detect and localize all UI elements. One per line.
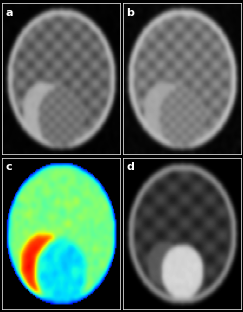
Text: b: b — [126, 8, 134, 18]
Text: a: a — [6, 8, 13, 18]
Text: c: c — [6, 162, 13, 172]
Text: d: d — [126, 162, 134, 172]
